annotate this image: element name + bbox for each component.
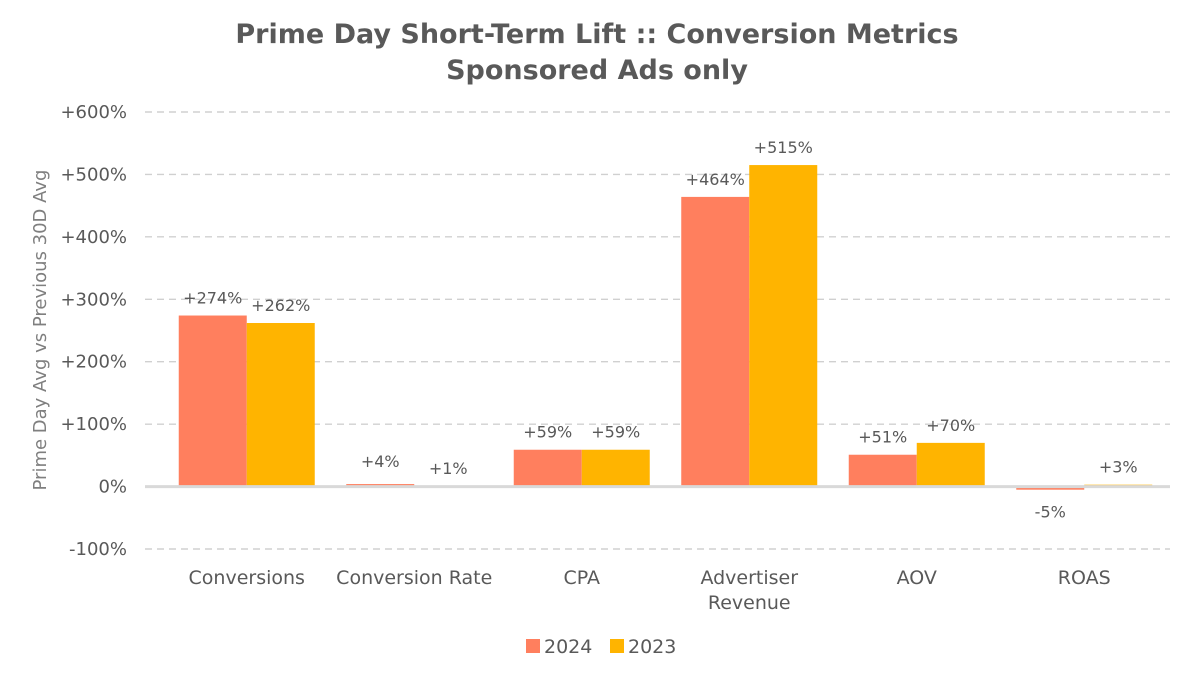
data-label: +3% (1099, 458, 1138, 477)
category-labels: Conversions Conversion Rate CPA Advertiser R… (189, 567, 1111, 614)
legend-label: 2024 (544, 636, 592, 658)
data-label: +464% (686, 170, 745, 189)
y-tick-label: +500% (60, 164, 127, 185)
data-label: +515% (754, 138, 813, 157)
y-tick-label: -100% (69, 539, 127, 560)
category-label: AOV (897, 567, 937, 589)
bar-2024 (681, 196, 750, 487)
gridlines (145, 111, 1170, 550)
bar-2024 (513, 449, 582, 487)
data-label: +4% (361, 452, 400, 471)
bar-2023 (246, 323, 315, 487)
bar-2024 (1016, 486, 1085, 490)
category-label: Revenue (708, 592, 791, 614)
data-label: +274% (183, 289, 242, 308)
y-axis-label: Prime Day Avg vs Previous 30D Avg (30, 170, 51, 491)
legend-label: 2023 (628, 636, 676, 658)
y-axis-ticks: -100% 0% +100% +200% +300% +400% +500% +600% (60, 102, 127, 560)
data-label: +59% (523, 423, 572, 442)
data-label: -5% (1035, 503, 1066, 522)
bar-2024 (178, 315, 247, 487)
chart-subtitle: Sponsored Ads only (446, 55, 748, 86)
category-label: Conversion Rate (336, 567, 492, 589)
bars (178, 165, 1153, 490)
legend-swatch (526, 639, 540, 653)
category-label: ROAS (1058, 567, 1111, 589)
chart-title: Prime Day Short-Term Lift :: Conversion … (235, 19, 958, 50)
y-tick-label: +400% (60, 227, 127, 248)
data-label: +70% (926, 416, 975, 435)
legend-swatch (610, 639, 624, 653)
y-tick-label: +100% (60, 414, 127, 435)
data-label: +1% (429, 459, 468, 478)
data-label: +262% (251, 296, 310, 315)
y-tick-label: +200% (60, 352, 127, 373)
y-tick-label: +300% (60, 289, 127, 310)
bar-2024 (848, 454, 917, 487)
category-label: Conversions (189, 567, 305, 589)
category-label: CPA (563, 567, 600, 589)
data-label: +51% (858, 428, 907, 447)
legend: 2024 2023 (526, 636, 676, 658)
y-tick-label: +600% (60, 102, 127, 123)
category-label: Advertiser (700, 567, 798, 589)
y-tick-label: 0% (98, 477, 127, 498)
bar-2023 (916, 442, 985, 487)
data-label: +59% (591, 423, 640, 442)
bar-2023 (749, 165, 818, 487)
data-labels: +274% +262% +4% +1% +59% +59% +464% +515% +51% +7… (183, 138, 1137, 522)
bar-2023 (581, 449, 650, 487)
